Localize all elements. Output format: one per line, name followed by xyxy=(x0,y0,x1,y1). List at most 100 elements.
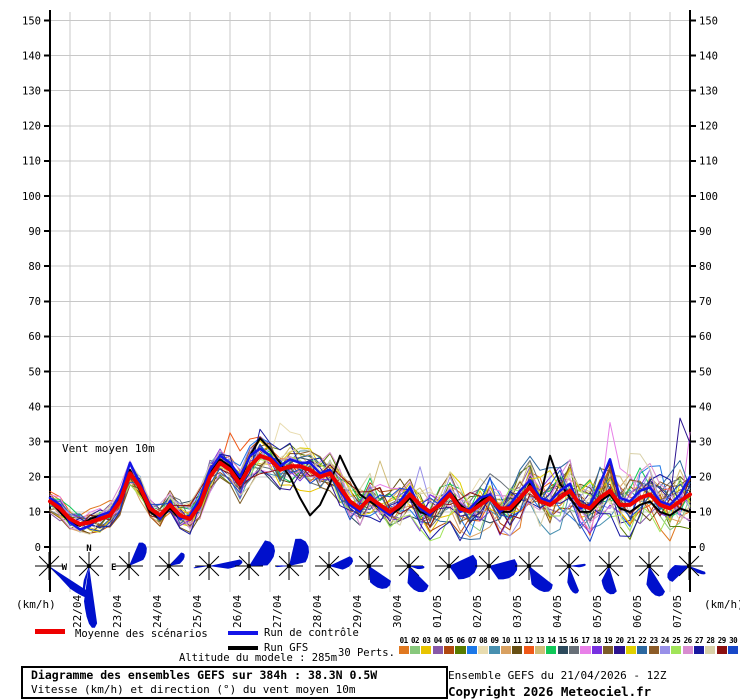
perturbation-number: 28 xyxy=(706,636,715,645)
wind-rose-petal xyxy=(84,566,98,628)
x-axis-date-label: 30/04 xyxy=(391,595,404,628)
y-axis-tick-label-right: 50 xyxy=(699,366,712,378)
perturbation-swatch xyxy=(614,646,625,654)
perturbation-swatch xyxy=(512,646,523,654)
wind-rose xyxy=(355,552,391,589)
y-axis-tick-label-right: 100 xyxy=(699,191,718,203)
perturbation-number: 11 xyxy=(513,636,522,645)
run-info-label: Ensemble GEFS du 21/04/2026 - 12Z xyxy=(448,669,667,682)
chart-title: Diagramme des ensembles GEFS sur 384h : … xyxy=(31,668,378,682)
x-axis-date-label: 26/04 xyxy=(231,595,244,628)
wind-rose-petal xyxy=(646,566,665,597)
compass-north-label: N xyxy=(86,544,91,554)
wind-rose xyxy=(35,552,94,599)
perturbation-swatch xyxy=(444,646,455,654)
perturbation-swatch xyxy=(534,646,546,654)
wind-rose xyxy=(635,552,665,597)
perturbation-swatch xyxy=(546,646,557,654)
perturbation-number: 14 xyxy=(547,636,556,645)
perturbation-swatch xyxy=(705,646,716,654)
perturbation-swatch xyxy=(421,646,432,654)
y-axis-tick-label-right: 130 xyxy=(699,86,718,98)
y-axis-tick-label-right: 90 xyxy=(699,226,712,238)
y-axis-tick-label-right: 80 xyxy=(699,261,712,273)
y-axis-tick-label-right: 70 xyxy=(699,296,712,308)
perturbation-number: 05 xyxy=(445,636,454,645)
perturbation-number: 16 xyxy=(570,636,579,645)
wind-rose-petal xyxy=(169,552,185,566)
mean-legend-label: Moyenne des scénarios xyxy=(75,628,208,640)
wind-rose-petal xyxy=(49,566,94,599)
wind-rose-petal xyxy=(276,565,289,568)
perturbation-number: 01 xyxy=(399,636,409,645)
perturbation-swatch xyxy=(568,646,580,654)
y-axis-unit-right: (km/h) xyxy=(704,598,740,611)
y-axis-tick-label-left: 0 xyxy=(35,542,41,554)
axes xyxy=(44,10,696,592)
y-axis-unit-left: (km/h) xyxy=(16,598,56,611)
wind-rose-petal xyxy=(689,566,706,575)
perturbation-lines xyxy=(49,417,691,542)
wind-rose xyxy=(235,540,275,580)
perturbation-line xyxy=(49,438,691,534)
perturbation-swatch xyxy=(716,646,727,654)
y-axis-tick-label-left: 130 xyxy=(22,86,41,98)
y-axis-tick-label-right: 10 xyxy=(699,507,712,519)
wind-rose-petal xyxy=(569,563,586,568)
wind-rose-petal xyxy=(129,542,147,566)
wind-rose xyxy=(395,552,429,593)
control-line-swatch xyxy=(228,631,258,635)
wind-rose-petal xyxy=(209,559,243,569)
y-axis-tick-label-left: 60 xyxy=(28,331,41,343)
wind-rose xyxy=(275,538,309,580)
perturbation-swatch xyxy=(728,646,739,654)
wind-rose-petal xyxy=(667,565,689,582)
x-axis-date-label: 25/04 xyxy=(191,595,204,628)
perturbation-swatch xyxy=(591,646,602,654)
x-axis-date-label: 23/04 xyxy=(111,595,124,628)
y-axis-tick-label-left: 30 xyxy=(28,437,41,449)
perturbation-number: 13 xyxy=(535,636,545,645)
perturbation-number: 30 xyxy=(729,636,738,645)
x-axis-date-label: 27/04 xyxy=(271,595,284,628)
perturbation-swatch xyxy=(693,646,705,654)
perturbation-number: 15 xyxy=(558,636,568,645)
y-axis-tick-label-left: 110 xyxy=(22,156,41,168)
y-axis-tick-label-right: 110 xyxy=(699,156,718,168)
x-axis-date-label: 29/04 xyxy=(351,595,364,628)
x-axis-date-label: 24/04 xyxy=(151,595,164,628)
wind-rose-petal xyxy=(529,566,553,592)
compass-west-label: W xyxy=(62,563,68,573)
wind-rose xyxy=(155,552,185,580)
perturbation-number: 09 xyxy=(490,636,500,645)
y-axis-tick-label-right: 150 xyxy=(699,15,718,27)
perturbation-number: 06 xyxy=(456,636,465,645)
perturbation-color-key: 01 02 03 04 05 06 07 08 09 10 11 12 13 14 15 16 17 18 19 20… xyxy=(398,637,739,654)
y-axis-tick-label-left: 10 xyxy=(28,507,41,519)
model-altitude-label: Altitude du modele : 285m xyxy=(179,652,338,664)
y-axis-tick-label-left: 140 xyxy=(22,50,41,62)
perturbation-number: 12 xyxy=(524,636,534,645)
perturbation-number: 26 xyxy=(683,636,693,645)
perturbation-number: 04 xyxy=(433,636,443,645)
control-legend-label: Run de contrôle xyxy=(264,627,359,639)
wind-rose xyxy=(667,552,706,582)
perturbation-swatch xyxy=(523,646,534,654)
perturbation-swatch xyxy=(398,646,409,654)
perts-count-label: 30 Perts. xyxy=(338,647,395,659)
y-axis-labels: 0 0 10 10 20 20 30 30 40 40 50 50 60 60 70 70 80 80 90 90 10… xyxy=(16,15,740,611)
wind-rose-petal xyxy=(289,538,309,566)
perturbation-swatch xyxy=(455,646,466,654)
parameter-corner-label: Vent moyen 10m xyxy=(62,442,155,455)
wind-rose xyxy=(595,552,623,595)
x-axis-date-label: 07/05 xyxy=(671,595,684,628)
perturbation-number: 08 xyxy=(479,636,488,645)
grid xyxy=(50,12,690,592)
main-lines xyxy=(48,437,692,531)
ensemble-mean-line xyxy=(48,453,692,527)
x-axis-date-label: 28/04 xyxy=(311,595,324,628)
perturbation-number: 25 xyxy=(672,636,681,645)
wind-rose-petal xyxy=(409,566,425,570)
copyright-label: Copyright 2026 Meteociel.fr xyxy=(448,684,652,699)
